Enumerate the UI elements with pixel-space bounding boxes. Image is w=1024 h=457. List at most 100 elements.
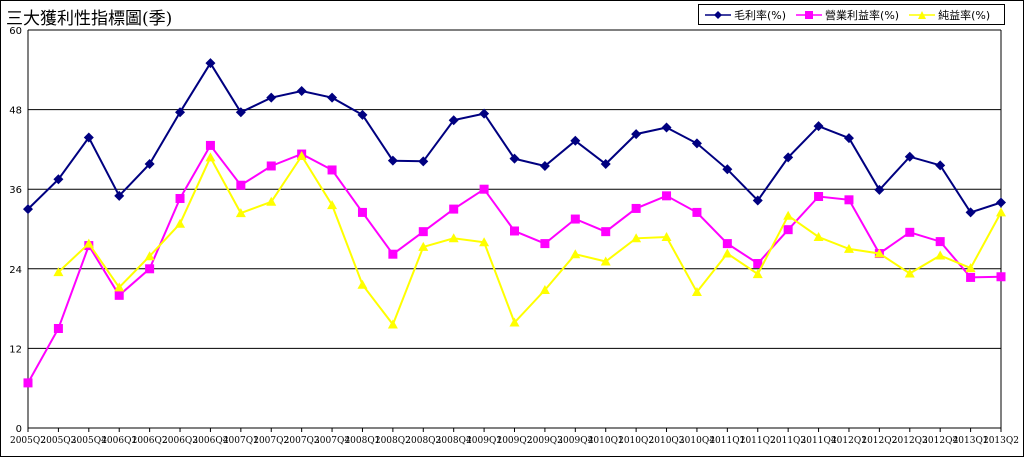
x-tick-label: 2011Q3 bbox=[770, 436, 806, 446]
x-tick-label: 2008Q1 bbox=[344, 436, 380, 446]
data-point-diamond bbox=[387, 155, 398, 166]
legend-triangle-marker bbox=[909, 10, 936, 19]
data-point-diamond bbox=[357, 109, 368, 120]
data-point-diamond bbox=[843, 133, 854, 144]
legend-label-net-margin: 純益率(%) bbox=[938, 8, 991, 22]
data-point-diamond bbox=[448, 115, 459, 126]
legend-item-net-margin: 純益率(%) bbox=[909, 7, 990, 23]
data-point-triangle bbox=[266, 196, 277, 206]
x-tick-label: 2011Q1 bbox=[709, 436, 745, 446]
data-point-diamond bbox=[53, 174, 64, 185]
x-tick-label: 2005Q3 bbox=[40, 436, 76, 446]
data-point-triangle bbox=[448, 233, 459, 243]
x-tick-label: 2007Q4 bbox=[314, 436, 350, 446]
data-point-triangle bbox=[570, 249, 581, 259]
data-point-diamond bbox=[266, 92, 277, 103]
x-tick-label: 2010Q2 bbox=[618, 436, 654, 446]
data-point-triangle bbox=[631, 233, 642, 243]
x-tick-label: 2011Q2 bbox=[740, 436, 776, 446]
data-point-diamond bbox=[539, 160, 550, 171]
data-point-diamond bbox=[752, 195, 763, 206]
data-point-square bbox=[510, 226, 519, 236]
data-point-triangle bbox=[235, 208, 246, 218]
data-point-diamond bbox=[175, 107, 186, 118]
data-point-diamond bbox=[722, 164, 733, 175]
x-tick-label: 2009Q3 bbox=[527, 436, 563, 446]
legend-square-marker bbox=[796, 10, 823, 19]
data-point-triangle bbox=[752, 269, 763, 279]
data-point-diamond bbox=[23, 204, 33, 215]
x-tick-label: 2006Q3 bbox=[162, 436, 198, 446]
data-point-triangle bbox=[53, 267, 64, 277]
legend-item-gross-margin: 毛利率(%) bbox=[705, 7, 786, 23]
data-point-square bbox=[692, 207, 702, 217]
data-point-triangle bbox=[722, 248, 733, 258]
data-point-triangle bbox=[661, 231, 672, 241]
data-point-diamond bbox=[327, 92, 338, 103]
x-tick-label: 2006Q1 bbox=[101, 436, 137, 446]
data-point-square bbox=[327, 165, 337, 175]
data-point-triangle bbox=[874, 248, 885, 258]
x-tick-label: 2005Q2 bbox=[10, 436, 46, 446]
data-point-square bbox=[175, 193, 185, 203]
data-point-square bbox=[662, 191, 672, 201]
data-point-triangle bbox=[600, 256, 611, 266]
data-point-diamond bbox=[144, 158, 155, 169]
data-point-diamond bbox=[83, 132, 94, 143]
data-point-diamond bbox=[296, 86, 307, 97]
data-point-triangle bbox=[539, 285, 550, 295]
data-point-diamond bbox=[509, 153, 520, 164]
data-point-triangle bbox=[418, 241, 429, 251]
data-point-diamond bbox=[631, 129, 642, 140]
data-point-square bbox=[570, 214, 580, 224]
data-point-square bbox=[479, 184, 489, 194]
y-tick-label: 0 bbox=[16, 424, 22, 435]
x-tick-label: 2005Q4 bbox=[71, 436, 107, 446]
data-point-square bbox=[601, 227, 611, 237]
data-point-diamond bbox=[570, 135, 581, 146]
x-tick-label: 2012Q3 bbox=[892, 436, 928, 446]
data-point-triangle bbox=[904, 268, 915, 278]
x-tick-label: 2013Q2 bbox=[983, 436, 1019, 446]
series-line-2 bbox=[57, 154, 1002, 327]
x-tick-label: 2011Q4 bbox=[801, 436, 837, 446]
x-tick-label: 2008Q4 bbox=[436, 436, 472, 446]
data-point-diamond bbox=[479, 108, 490, 119]
data-point-diamond bbox=[996, 197, 1006, 208]
data-point-diamond bbox=[813, 121, 824, 132]
data-point-square bbox=[540, 239, 550, 249]
data-point-square bbox=[935, 237, 945, 247]
data-point-square bbox=[266, 161, 276, 171]
x-tick-label: 2007Q2 bbox=[253, 436, 289, 446]
legend-diamond-marker bbox=[705, 10, 731, 19]
data-point-square bbox=[53, 324, 63, 333]
data-point-diamond bbox=[235, 107, 246, 118]
data-point-square bbox=[388, 249, 398, 259]
x-tick-label: 2010Q1 bbox=[588, 436, 624, 446]
legend-label-gross-margin: 毛利率(%) bbox=[734, 8, 787, 22]
data-point-diamond bbox=[114, 190, 125, 201]
x-tick-label: 2007Q1 bbox=[223, 436, 259, 446]
data-point-triangle bbox=[843, 243, 854, 253]
x-tick-label: 2010Q3 bbox=[649, 436, 685, 446]
data-point-square bbox=[236, 180, 246, 190]
data-point-triangle bbox=[479, 237, 490, 247]
data-point-triangle bbox=[357, 279, 368, 289]
x-tick-label: 2008Q3 bbox=[405, 436, 441, 446]
x-tick-label: 2012Q4 bbox=[922, 436, 958, 446]
y-tick-label: 24 bbox=[9, 265, 22, 276]
data-point-triangle bbox=[83, 238, 94, 248]
legend-item-operating-margin: 營業利益率(%) bbox=[796, 7, 899, 23]
data-point-triangle bbox=[387, 319, 398, 329]
data-point-square bbox=[814, 191, 824, 201]
x-tick-label: 2013Q1 bbox=[953, 436, 989, 446]
y-tick-label: 36 bbox=[9, 185, 22, 196]
data-point-diamond bbox=[600, 158, 611, 169]
data-point-square bbox=[357, 207, 367, 217]
data-point-square bbox=[449, 204, 459, 214]
data-point-triangle bbox=[296, 151, 307, 161]
data-point-square bbox=[418, 227, 428, 237]
data-point-triangle bbox=[691, 287, 702, 297]
data-point-triangle bbox=[144, 251, 155, 261]
data-point-triangle bbox=[996, 207, 1006, 217]
